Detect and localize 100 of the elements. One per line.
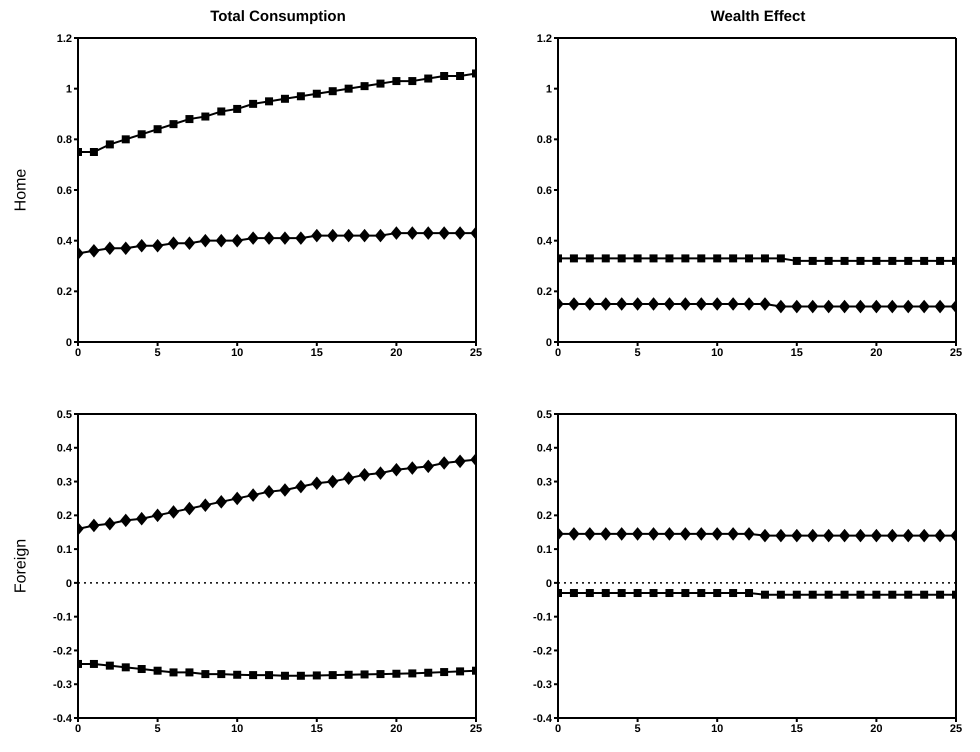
point — [791, 300, 802, 314]
point — [422, 460, 434, 473]
point — [696, 527, 707, 540]
point — [823, 529, 834, 542]
point — [902, 529, 914, 542]
point — [249, 100, 258, 108]
point — [343, 229, 354, 242]
y-axis-title: Foreign — [12, 538, 30, 594]
x-tick-label: 20 — [870, 346, 883, 359]
x-tick-label: 5 — [634, 722, 641, 735]
point — [217, 670, 226, 678]
point — [775, 300, 786, 314]
point — [170, 120, 178, 128]
point — [392, 670, 400, 678]
point — [185, 115, 194, 124]
y-tick-label: 0 — [66, 336, 72, 349]
x-tick-label: 20 — [390, 722, 403, 735]
x-tick-label: 10 — [231, 346, 244, 359]
point — [185, 668, 194, 676]
y-tick-label: 0 — [546, 336, 552, 349]
point — [408, 77, 416, 86]
point — [120, 514, 132, 527]
y-tick-label: 0.8 — [536, 134, 552, 146]
point — [296, 92, 305, 100]
y-tick-label: -0.1 — [533, 612, 552, 624]
point — [568, 527, 580, 540]
point — [680, 527, 691, 540]
point — [200, 498, 211, 512]
point — [279, 232, 290, 245]
point — [154, 666, 162, 675]
point — [920, 590, 928, 599]
point — [681, 589, 690, 598]
point — [854, 300, 866, 314]
point — [776, 590, 785, 599]
y-tick-label: 0 — [546, 578, 552, 590]
point — [713, 254, 722, 262]
point — [888, 256, 896, 265]
point — [568, 298, 580, 310]
point — [696, 298, 707, 310]
y-tick-label: 0.5 — [536, 408, 552, 421]
point — [328, 87, 337, 96]
point — [713, 589, 722, 598]
point — [792, 256, 801, 265]
point — [152, 508, 164, 522]
point — [680, 298, 691, 310]
point — [936, 590, 944, 599]
point — [760, 590, 769, 599]
y-tick-label: 0.6 — [536, 184, 552, 197]
point — [232, 492, 243, 505]
point — [886, 529, 898, 542]
point — [728, 527, 739, 540]
point — [248, 232, 259, 245]
point — [90, 660, 98, 668]
point — [456, 667, 464, 676]
point — [902, 300, 914, 314]
point — [327, 475, 338, 488]
point — [904, 590, 912, 599]
point — [233, 670, 242, 679]
point — [618, 254, 626, 262]
point — [216, 495, 227, 508]
point — [584, 298, 596, 310]
point — [872, 256, 880, 265]
y-tick-label: 0.4 — [536, 442, 553, 455]
point — [438, 456, 450, 470]
point — [934, 529, 946, 542]
point — [584, 527, 596, 540]
point — [856, 256, 864, 265]
point — [712, 298, 723, 310]
point — [104, 517, 116, 530]
point — [775, 529, 786, 542]
point — [634, 589, 642, 598]
point — [665, 254, 674, 262]
point — [840, 590, 849, 599]
point — [200, 234, 211, 248]
point — [422, 226, 434, 240]
x-tick-label: 5 — [154, 722, 161, 735]
point — [265, 671, 274, 680]
y-tick-label: -0.2 — [53, 645, 72, 658]
point — [665, 589, 674, 598]
point — [570, 589, 578, 598]
y-tick-label: 0.6 — [56, 184, 72, 197]
x-tick-label: 15 — [790, 346, 803, 359]
point — [870, 300, 882, 314]
point — [265, 97, 274, 106]
point — [106, 140, 114, 148]
point — [360, 670, 369, 678]
point — [312, 90, 321, 98]
point — [279, 484, 290, 496]
point — [454, 226, 466, 240]
point — [88, 518, 100, 532]
point — [328, 671, 337, 680]
y-tick-label: 0.5 — [56, 408, 72, 421]
point — [424, 74, 432, 83]
point — [729, 254, 738, 262]
y-tick-label: 0.3 — [56, 476, 72, 488]
point — [807, 300, 818, 314]
point — [807, 529, 818, 542]
x-tick-label: 0 — [74, 722, 82, 735]
y-tick-label: 1.2 — [536, 32, 552, 45]
point — [904, 256, 912, 265]
